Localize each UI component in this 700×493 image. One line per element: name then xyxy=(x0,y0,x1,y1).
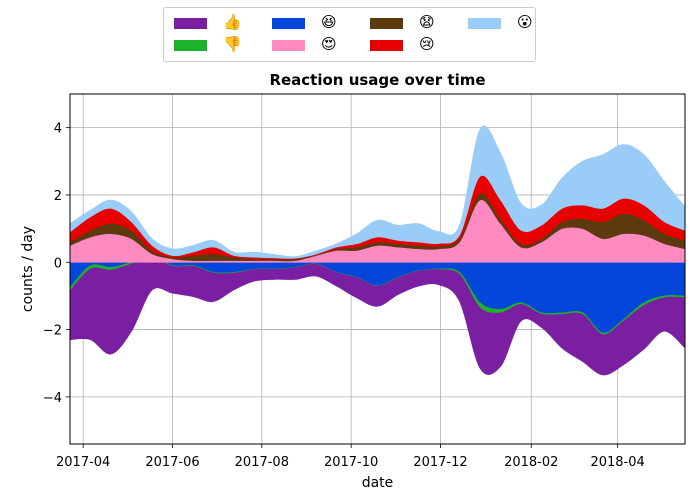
legend-swatch xyxy=(468,18,501,29)
stack-areas xyxy=(70,125,685,376)
legend-swatch xyxy=(174,40,207,51)
y-tick-label: 0 xyxy=(54,256,62,271)
x-tick-label: 2017-06 xyxy=(145,455,199,470)
series-area xyxy=(70,125,685,259)
x-tick-label: 2018-04 xyxy=(590,455,644,470)
legend-swatch xyxy=(272,40,305,51)
legend-item: 😮 xyxy=(462,13,552,33)
x-tick-label: 2017-04 xyxy=(56,455,110,470)
chart-title: Reaction usage over time xyxy=(269,71,485,89)
plot-frame xyxy=(69,93,686,445)
y-tick-label: 2 xyxy=(54,189,62,204)
legend-label: 😧 xyxy=(419,13,435,31)
y-tick-label: 4 xyxy=(54,122,62,137)
legend-swatch xyxy=(370,18,403,29)
legend-label: 😢 xyxy=(419,35,435,53)
y-axis-label: counts / day xyxy=(20,226,36,312)
x-tick-label: 2017-12 xyxy=(413,455,467,470)
legend-item: 😍 xyxy=(266,35,356,55)
legend-label: 👍 xyxy=(223,13,242,31)
y-tick-label: −4 xyxy=(43,391,62,406)
legend-item: 👎 xyxy=(168,35,258,55)
legend-item: 😢 xyxy=(364,35,454,55)
legend-item: 😆 xyxy=(266,13,356,33)
legend-label: 😆 xyxy=(321,13,337,31)
legend-swatch xyxy=(272,18,305,29)
x-axis-label: date xyxy=(362,475,394,491)
legend-item: 👍 xyxy=(168,13,258,33)
x-tick-label: 2017-10 xyxy=(324,455,378,470)
y-tick-label: −2 xyxy=(43,324,62,339)
legend-item: 😧 xyxy=(364,13,454,33)
series-area xyxy=(70,256,685,376)
legend-label: 😍 xyxy=(321,35,337,53)
axis-ticks: 2017-04 2017-06 2017-08 2017-10 2017-12 2018-… xyxy=(43,122,645,470)
legend-swatch xyxy=(370,40,403,51)
legend: 👍 👎 😆 😍 😧 😢 😮 xyxy=(163,7,536,62)
x-tick-label: 2018-02 xyxy=(504,455,558,470)
x-tick-label: 2017-08 xyxy=(235,455,289,470)
legend-swatch xyxy=(174,18,207,29)
legend-label: 👎 xyxy=(223,35,242,53)
legend-label: 😮 xyxy=(517,13,533,31)
